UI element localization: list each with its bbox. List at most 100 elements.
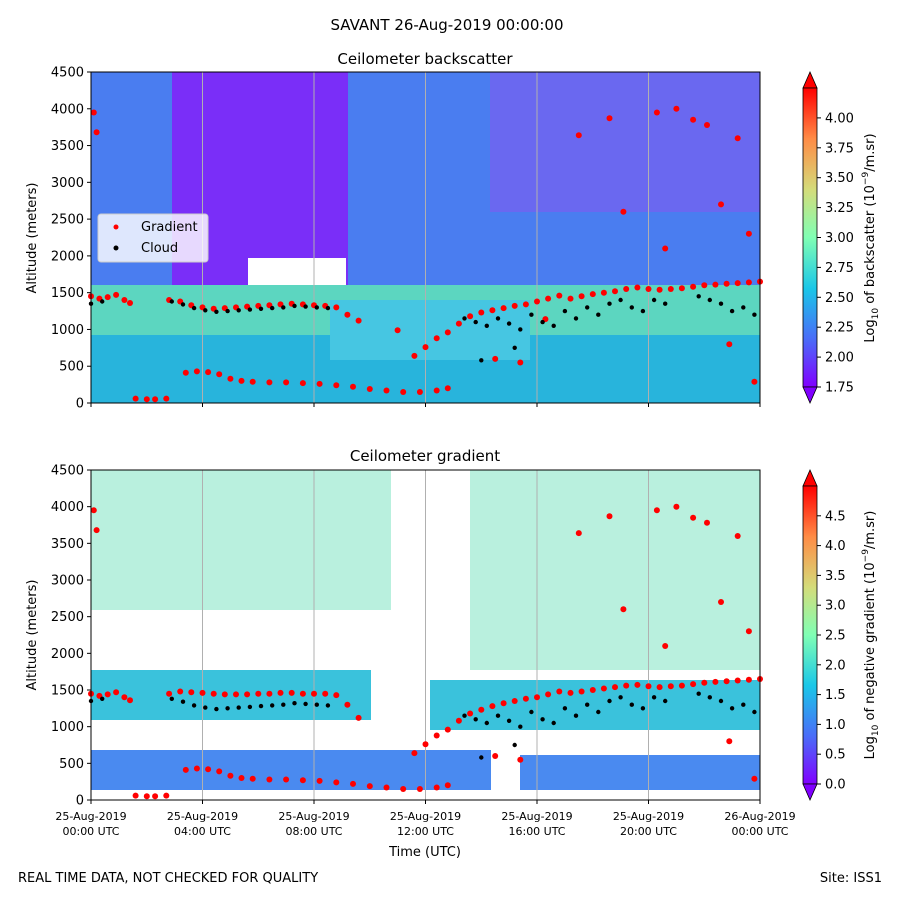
data-point-gradient xyxy=(400,389,407,395)
x-tick-label-time: 00:00 UTC xyxy=(62,825,119,838)
data-point-gradient xyxy=(734,135,741,142)
footer-quality-note: REAL TIME DATA, NOT CHECKED FOR QUALITY xyxy=(18,871,318,886)
x-tick-label-date: 25-Aug-2019 xyxy=(55,810,126,823)
colorbar-gradient xyxy=(802,87,818,388)
data-point-cloud xyxy=(473,319,478,325)
data-point-gradient xyxy=(620,606,627,613)
y-tick-label: 1000 xyxy=(51,323,84,338)
data-point-cloud xyxy=(479,358,484,363)
y-axis-ticks: 0 500 1000 1500 2000 2500 3000 3500 4000 4500 xyxy=(51,464,91,809)
data-point-cloud xyxy=(540,717,545,722)
data-point-gradient xyxy=(567,689,574,696)
data-point-gradient xyxy=(556,688,563,695)
data-point-cloud xyxy=(180,699,186,704)
colorbar-tick-label: 2.0 xyxy=(825,658,846,673)
data-point-gradient xyxy=(113,291,120,298)
data-point-gradient xyxy=(734,677,741,684)
data-point-gradient xyxy=(662,245,669,252)
data-point-gradient xyxy=(662,643,669,649)
y-tick-label: 3000 xyxy=(51,574,84,589)
heatmap-lower-band-right xyxy=(520,755,760,790)
colorbar-tick-label: 3.0 xyxy=(825,599,846,614)
data-point-cloud xyxy=(462,713,467,718)
data-point-cloud xyxy=(247,307,253,312)
data-point-cloud xyxy=(292,701,297,706)
data-point-cloud xyxy=(100,696,105,701)
data-point-gradient xyxy=(673,503,680,510)
data-point-gradient xyxy=(350,780,356,787)
data-point-cloud xyxy=(707,695,712,700)
data-point-gradient xyxy=(266,379,273,386)
colorbar-label: Log10 of backscatter (10−9/m.sr) xyxy=(861,133,881,342)
data-point-gradient xyxy=(612,684,618,691)
data-point-gradient xyxy=(433,784,440,791)
colorbar-tick-label: 4.5 xyxy=(825,509,846,524)
y-tick-label: 1500 xyxy=(51,684,84,699)
data-point-gradient xyxy=(575,530,582,537)
y-tick-label: 2000 xyxy=(51,249,84,264)
data-point-gradient xyxy=(589,291,596,298)
y-tick-label: 500 xyxy=(59,757,84,772)
y-tick-label: 3000 xyxy=(51,176,84,191)
data-point-gradient xyxy=(249,775,256,782)
data-point-gradient xyxy=(355,317,362,324)
data-point-gradient xyxy=(283,776,290,783)
data-point-gradient xyxy=(467,313,474,320)
data-point-gradient xyxy=(266,690,273,697)
x-axis-ticks xyxy=(90,403,761,407)
x-tick-label-date: 25-Aug-2019 xyxy=(613,810,684,823)
data-point-gradient xyxy=(455,717,462,724)
colorbar-ticks: 1.75 2.00 2.25 2.50 2.75 3.00 3.25 3.50 3.75 4.00 xyxy=(817,111,854,396)
x-tick-label-time: 04:00 UTC xyxy=(174,825,231,838)
data-point-gradient xyxy=(734,280,741,287)
colorbar-tick-label: 2.00 xyxy=(825,351,854,366)
colorbar-tick-label: 2.75 xyxy=(825,261,854,276)
data-point-cloud xyxy=(663,301,668,306)
data-point-gradient xyxy=(517,359,524,366)
data-point-cloud xyxy=(629,702,634,707)
data-point-gradient xyxy=(400,786,407,792)
data-point-cloud xyxy=(663,698,668,704)
data-point-gradient xyxy=(678,285,685,292)
y-tick-label: 3500 xyxy=(51,537,84,552)
x-axis-ticks: 25-Aug-2019 00:00 UTC 25-Aug-2019 04:00 UTC… xyxy=(55,800,796,838)
colorbar-min-extend xyxy=(802,386,818,404)
data-point-gradient xyxy=(718,201,724,208)
data-point-gradient xyxy=(500,305,507,312)
colorbar-tick-label: 3.75 xyxy=(825,141,854,156)
colorbar-tick-label: 3.00 xyxy=(825,231,854,246)
data-point-gradient xyxy=(344,701,351,708)
y-tick-label: 4500 xyxy=(51,464,84,479)
data-point-gradient xyxy=(366,386,373,392)
data-point-cloud xyxy=(718,698,724,704)
legend-label-cloud: Cloud xyxy=(141,241,178,256)
data-point-gradient xyxy=(444,782,451,789)
data-point-cloud xyxy=(752,709,757,715)
data-point-gradient xyxy=(723,678,730,685)
data-point-cloud xyxy=(529,312,534,317)
data-point-gradient xyxy=(233,691,239,698)
y-tick-label: 4000 xyxy=(51,500,84,515)
data-point-gradient xyxy=(492,355,499,362)
data-point-gradient xyxy=(216,768,223,775)
heatmap-night-band xyxy=(330,300,530,360)
data-point-gradient xyxy=(416,389,423,395)
data-point-cloud xyxy=(729,308,735,314)
data-point-cloud xyxy=(529,709,534,715)
data-point-cloud xyxy=(258,703,264,709)
data-point-gradient xyxy=(489,703,496,710)
data-point-gradient xyxy=(444,385,451,392)
x-tick-label-time: 20:00 UTC xyxy=(620,825,677,838)
colorbar-tick-label: 1.5 xyxy=(825,688,846,703)
data-point-cloud xyxy=(225,308,230,314)
x-tick-label-time: 12:00 UTC xyxy=(397,825,454,838)
data-point-gradient xyxy=(489,307,496,314)
data-point-gradient xyxy=(589,687,596,693)
data-point-cloud xyxy=(729,706,735,711)
x-tick-label-date: 26-Aug-2019 xyxy=(724,810,795,823)
data-point-cloud xyxy=(236,705,241,710)
data-point-gradient xyxy=(333,304,340,311)
data-point-gradient xyxy=(667,286,674,292)
data-point-gradient xyxy=(333,382,340,389)
data-point-gradient xyxy=(690,116,697,123)
